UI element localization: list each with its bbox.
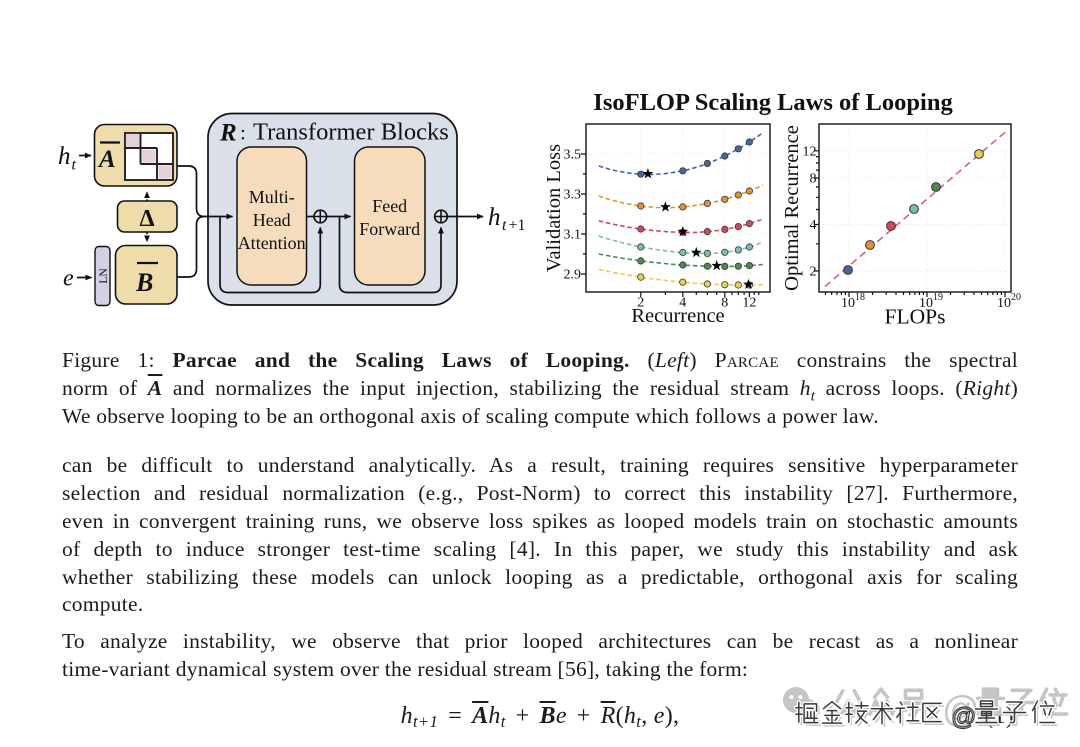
svg-text:2: 2 xyxy=(810,265,817,280)
svg-text:t: t xyxy=(502,217,507,234)
svg-text:12: 12 xyxy=(803,145,817,160)
svg-text::: : xyxy=(240,121,246,145)
svg-text:h: h xyxy=(58,143,71,170)
svg-text:19: 19 xyxy=(933,292,943,303)
svg-text:2.9: 2.9 xyxy=(564,268,582,283)
svg-text:h: h xyxy=(488,204,501,231)
svg-text:R: R xyxy=(219,120,237,147)
svg-text:@: @ xyxy=(942,689,980,730)
svg-text:2: 2 xyxy=(637,296,644,311)
svg-text:8: 8 xyxy=(721,296,728,311)
svg-text:Multi-: Multi- xyxy=(249,187,295,207)
svg-text:Recurrence: Recurrence xyxy=(631,305,724,327)
svg-text:10: 10 xyxy=(919,296,933,311)
svg-text:4: 4 xyxy=(679,296,686,311)
svg-text:Feed: Feed xyxy=(372,196,407,216)
svg-text:e: e xyxy=(63,266,74,292)
svg-text:3.5: 3.5 xyxy=(564,148,582,163)
svg-text:IsoFLOP Scaling Laws of Loopin: IsoFLOP Scaling Laws of Looping xyxy=(593,89,953,116)
svg-text:10: 10 xyxy=(997,296,1011,311)
svg-text:Validation Loss: Validation Loss xyxy=(543,144,565,272)
svg-text:Attention: Attention xyxy=(238,233,306,253)
svg-text:@: @ xyxy=(951,703,976,731)
svg-text:Transformer Blocks: Transformer Blocks xyxy=(253,119,449,146)
svg-text:Forward: Forward xyxy=(359,219,420,239)
svg-text:12: 12 xyxy=(742,296,756,311)
svg-text:Head: Head xyxy=(253,210,291,230)
svg-text:Δ: Δ xyxy=(139,206,154,232)
svg-text:20: 20 xyxy=(1011,292,1021,303)
svg-text:FLOPs: FLOPs xyxy=(885,305,946,329)
svg-text:18: 18 xyxy=(855,292,865,303)
svg-text:Optimal Recurrence: Optimal Recurrence xyxy=(781,125,803,291)
svg-text:8: 8 xyxy=(810,172,817,187)
svg-text:3.1: 3.1 xyxy=(564,228,582,243)
svg-text:B: B xyxy=(135,268,153,297)
svg-text:t: t xyxy=(72,157,77,174)
svg-text:3.3: 3.3 xyxy=(564,188,582,203)
svg-text:LN: LN xyxy=(98,268,110,284)
svg-text:4: 4 xyxy=(810,218,817,233)
svg-text:A: A xyxy=(97,146,116,173)
svg-text:10: 10 xyxy=(841,296,855,311)
svg-text:+1: +1 xyxy=(509,217,526,234)
